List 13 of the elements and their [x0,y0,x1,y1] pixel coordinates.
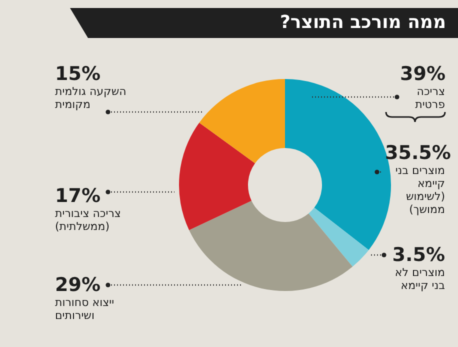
slice-label: ייצוא סחורות ושירותים [55,296,116,322]
slice-label: השקעה גולמית מקומית [55,85,128,111]
data-label: 29% [55,274,102,296]
slice-label: מוצרים בני קיימא (לשימוש ממושך) [394,164,445,216]
data-label: 3.5% [391,244,445,266]
data-label: 35.5% [385,142,451,164]
text: צריכה פרטית [414,85,445,111]
slice-label: מוצרים לא בני קיימא [394,266,445,292]
chart-title: ממה מורכב התוצר? [280,11,446,35]
slice-label: צריכה ציבורית (ממשלתית) [55,207,122,233]
data-label: 17% [55,185,102,207]
text: 39% [400,63,446,85]
data-label: 15% [55,63,102,85]
